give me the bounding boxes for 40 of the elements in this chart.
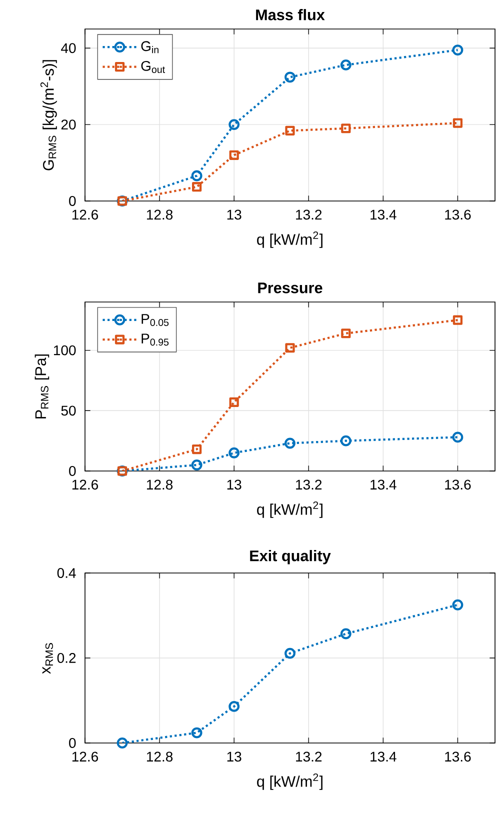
y-tick-label: 50 <box>61 406 76 416</box>
x-tick-label: 12.8 <box>146 210 173 220</box>
chart-title: Pressure <box>258 282 322 294</box>
x-tick-label: 12.6 <box>72 210 98 220</box>
x-axis-title: q [kW/m$^{2}$] <box>257 501 322 518</box>
chart-title: Mass flux <box>256 9 325 20</box>
y-axis-title: P$_{RMS}$ [Pa] <box>34 354 50 418</box>
y-tick-label: 0.2 <box>57 653 76 663</box>
y-axis-title: G$_{RMS}$ [kg/(m$^{2}$-s)] <box>40 60 57 170</box>
x-tick-label: 13 <box>227 752 242 762</box>
x-tick-label: 13.6 <box>445 752 471 762</box>
x-tick-label: 13.4 <box>370 752 396 762</box>
x-tick-label: 13.2 <box>296 752 322 762</box>
x-axis-title: q [kW/m$^{2}$] <box>257 231 322 248</box>
x-tick-label: 13.6 <box>445 210 471 220</box>
legend-label: P$_{0.05}$ <box>142 314 169 326</box>
x-tick-label: 12.8 <box>146 480 173 490</box>
x-tick-label: 13 <box>227 480 242 490</box>
y-axis-title: x$_{RMS}$ <box>42 643 54 674</box>
y-tick-label: 0 <box>69 738 76 748</box>
y-tick-label: 40 <box>61 43 76 54</box>
legend-label: G$_{in}$ <box>141 41 158 54</box>
x-tick-label: 12.8 <box>146 752 173 762</box>
x-tick-label: 12.6 <box>72 480 98 490</box>
x-tick-label: 13.6 <box>445 480 471 490</box>
x-tick-label: 13 <box>227 210 242 220</box>
x-tick-label: 13.2 <box>296 210 322 220</box>
y-tick-label: 0 <box>69 466 76 476</box>
y-tick-label: 0.4 <box>57 568 76 578</box>
x-tick-label: 12.6 <box>72 752 98 762</box>
chart-title: Exit quality <box>250 550 331 564</box>
x-tick-label: 13.4 <box>370 210 396 220</box>
y-tick-label: 20 <box>61 120 76 130</box>
legend-label: G$_{out}$ <box>141 60 166 74</box>
x-tick-label: 13.2 <box>296 480 322 490</box>
y-tick-label: 0 <box>69 196 76 206</box>
x-tick-label: 13.4 <box>370 480 396 490</box>
legend-label: P$_{0.95}$ <box>142 334 169 346</box>
x-axis-title: q [kW/m$^{2}$] <box>257 773 322 790</box>
y-tick-label: 100 <box>54 345 76 356</box>
